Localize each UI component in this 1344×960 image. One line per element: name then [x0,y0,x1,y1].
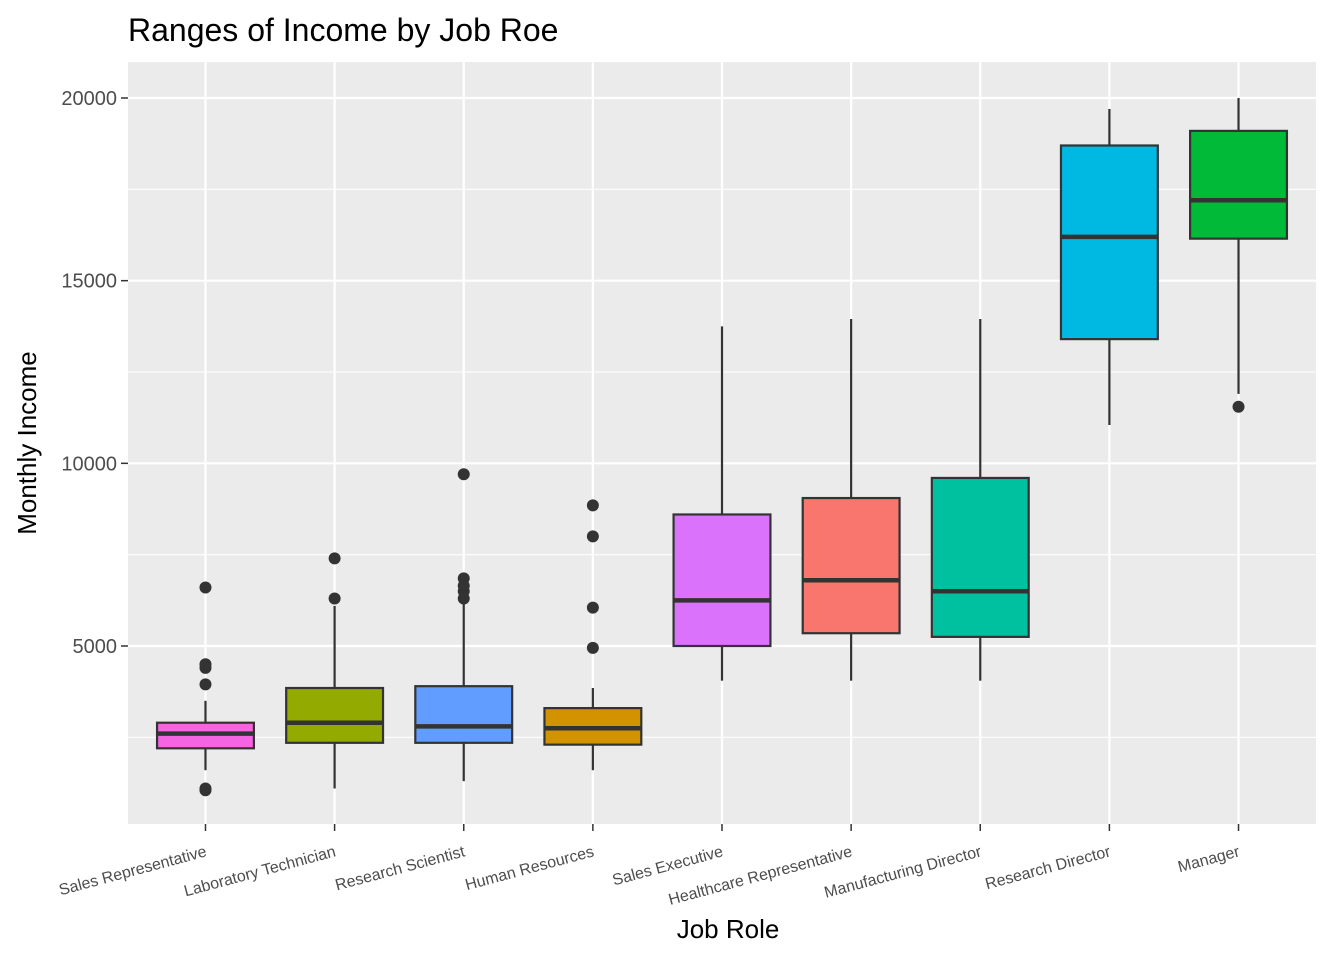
box-human-resources [543,499,643,771]
y-axis-tick-labels: 5000 10000 15000 20000 [61,88,117,658]
y-tick-label: 5000 [73,636,118,658]
box-research-scientist [414,468,514,782]
y-axis-title: Monthly Income [12,351,42,535]
chart-title: Ranges of Income by Job Roe [128,12,558,48]
box-healthcare-representative [801,319,901,681]
outlier-point [199,678,212,691]
x-axis-title: Job Role [677,914,780,944]
x-tick-label: Human Resources [464,843,596,894]
outlier-point [586,641,599,654]
outlier-point [199,581,212,594]
x-tick-label: Research Scientist [334,843,468,894]
interquartile-box [930,476,1030,638]
outlier-point [586,530,599,543]
box-manager [1188,98,1289,413]
outlier-point [199,658,212,671]
outlier-point [586,499,599,512]
boxes [155,98,1289,797]
outlier-point [199,782,212,795]
axis-ticks [121,97,1240,831]
interquartile-box [1059,144,1159,341]
outlier-point [586,601,599,614]
box-laboratory-technician [285,552,385,789]
box-manufacturing-director [930,319,1030,681]
x-tick-label: Manager [1176,843,1242,876]
interquartile-box [672,513,772,648]
outlier-point [328,592,341,605]
interquartile-box [285,686,385,744]
outlier-point [1232,400,1245,413]
interquartile-box [414,685,514,744]
outlier-point [328,552,341,565]
y-tick-label: 10000 [61,453,117,475]
box-sales-executive [672,326,772,681]
x-tick-label: Research Director [983,843,1113,893]
interquartile-box [1188,129,1289,240]
box-sales-representative [155,581,256,797]
box-research-director [1059,108,1159,425]
y-tick-label: 15000 [61,271,117,293]
y-tick-label: 20000 [61,88,117,110]
outlier-point [457,572,470,585]
interquartile-box [801,496,901,635]
outlier-point [457,468,470,481]
